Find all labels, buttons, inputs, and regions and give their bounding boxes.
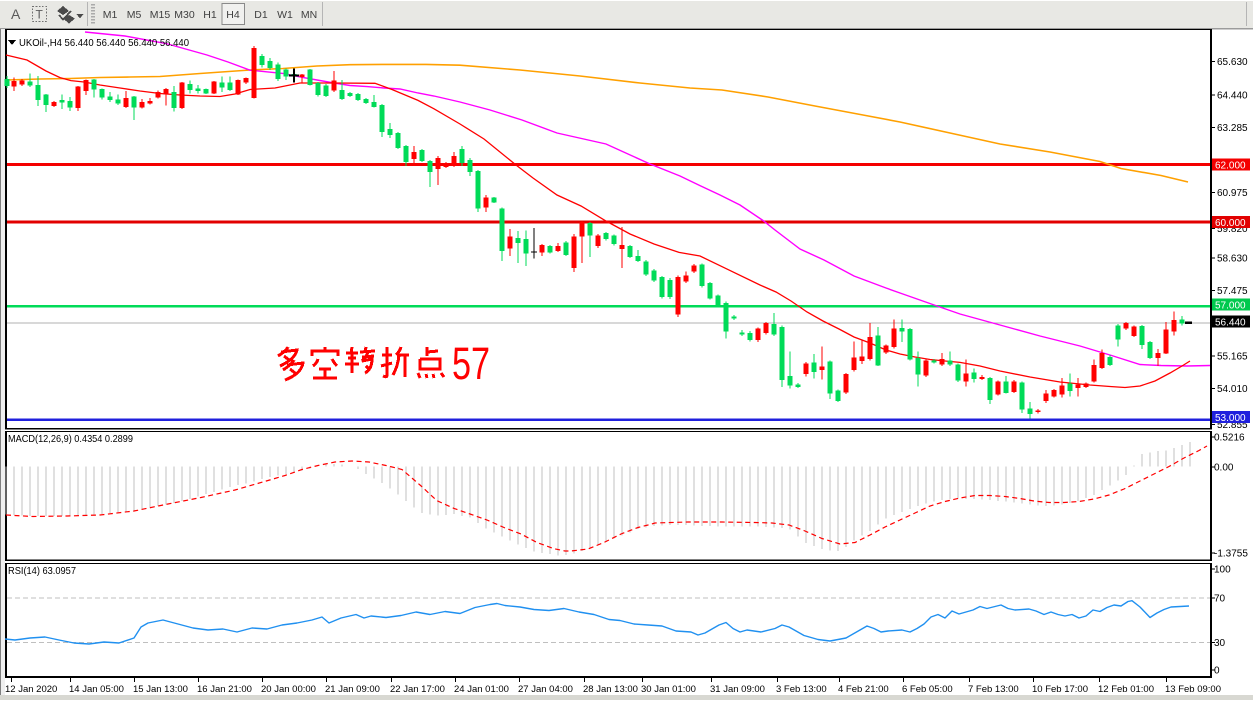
svg-text:21 Jan 09:00: 21 Jan 09:00 xyxy=(325,684,380,695)
svg-text:28 Jan 13:00: 28 Jan 13:00 xyxy=(583,684,638,695)
svg-text:A: A xyxy=(11,6,21,22)
svg-text:55.165: 55.165 xyxy=(1217,352,1248,363)
svg-text:57.475: 57.475 xyxy=(1217,286,1248,297)
svg-text:13 Feb 09:00: 13 Feb 09:00 xyxy=(1165,684,1221,695)
svg-text:27 Jan 04:00: 27 Jan 04:00 xyxy=(518,684,573,695)
svg-text:MACD(12,26,9) 0.4354 0.2899: MACD(12,26,9) 0.4354 0.2899 xyxy=(8,434,133,445)
svg-text:15 Jan 13:00: 15 Jan 13:00 xyxy=(133,684,188,695)
svg-text:6 Feb 05:00: 6 Feb 05:00 xyxy=(902,684,953,695)
svg-text:7 Feb 13:00: 7 Feb 13:00 xyxy=(968,684,1019,695)
svg-text:12 Feb 01:00: 12 Feb 01:00 xyxy=(1098,684,1154,695)
svg-text:60.975: 60.975 xyxy=(1217,188,1248,199)
svg-text:64.440: 64.440 xyxy=(1217,91,1248,102)
svg-text:30 Jan 01:00: 30 Jan 01:00 xyxy=(641,684,696,695)
svg-text:57: 57 xyxy=(452,340,490,390)
svg-text:RSI(14) 63.0957: RSI(14) 63.0957 xyxy=(8,566,76,577)
svg-text:57.000: 57.000 xyxy=(1215,300,1246,311)
svg-text:3 Feb 13:00: 3 Feb 13:00 xyxy=(776,684,827,695)
svg-text:-1.3755: -1.3755 xyxy=(1214,549,1248,560)
svg-text:H1: H1 xyxy=(203,9,217,21)
svg-text:65.630: 65.630 xyxy=(1217,57,1248,68)
svg-text:14 Jan 05:00: 14 Jan 05:00 xyxy=(69,684,124,695)
svg-text:56.440: 56.440 xyxy=(1215,317,1246,328)
svg-text:52.855: 52.855 xyxy=(1217,420,1248,431)
svg-text:63.285: 63.285 xyxy=(1217,123,1248,134)
svg-text:70: 70 xyxy=(1214,594,1226,605)
svg-text:M5: M5 xyxy=(127,9,142,21)
svg-text:24 Jan 01:00: 24 Jan 01:00 xyxy=(454,684,509,695)
svg-text:12 Jan 2020: 12 Jan 2020 xyxy=(5,684,57,695)
svg-text:10 Feb 17:00: 10 Feb 17:00 xyxy=(1032,684,1088,695)
svg-text:60.000: 60.000 xyxy=(1215,218,1246,229)
svg-text:31 Jan 09:00: 31 Jan 09:00 xyxy=(710,684,765,695)
svg-text:W1: W1 xyxy=(277,9,293,21)
svg-text:MN: MN xyxy=(301,9,317,21)
svg-text:M30: M30 xyxy=(174,9,195,21)
svg-text:53.000: 53.000 xyxy=(1215,413,1246,424)
svg-text:T: T xyxy=(36,8,44,22)
svg-text:0: 0 xyxy=(1214,666,1220,677)
svg-text:22 Jan 17:00: 22 Jan 17:00 xyxy=(390,684,445,695)
svg-text:20 Jan 00:00: 20 Jan 00:00 xyxy=(261,684,316,695)
svg-text:62.000: 62.000 xyxy=(1215,160,1246,171)
svg-text:100: 100 xyxy=(1214,565,1231,576)
svg-text:58.630: 58.630 xyxy=(1217,254,1248,265)
svg-text:M15: M15 xyxy=(150,9,171,21)
svg-text:UKOil-,H4 56.440 56.440 56.44: UKOil-,H4 56.440 56.440 56.440 56.440 xyxy=(19,37,189,49)
svg-text:59.820: 59.820 xyxy=(1217,224,1248,235)
svg-text:30: 30 xyxy=(1214,638,1226,649)
svg-text:54.010: 54.010 xyxy=(1217,384,1248,395)
svg-text:H4: H4 xyxy=(226,9,240,21)
svg-text:0.00: 0.00 xyxy=(1214,463,1234,474)
svg-text:16 Jan 21:00: 16 Jan 21:00 xyxy=(197,684,252,695)
svg-text:4 Feb 21:00: 4 Feb 21:00 xyxy=(838,684,889,695)
svg-text:M1: M1 xyxy=(103,9,118,21)
svg-text:D1: D1 xyxy=(254,9,268,21)
svg-text:0.5216: 0.5216 xyxy=(1214,433,1245,444)
